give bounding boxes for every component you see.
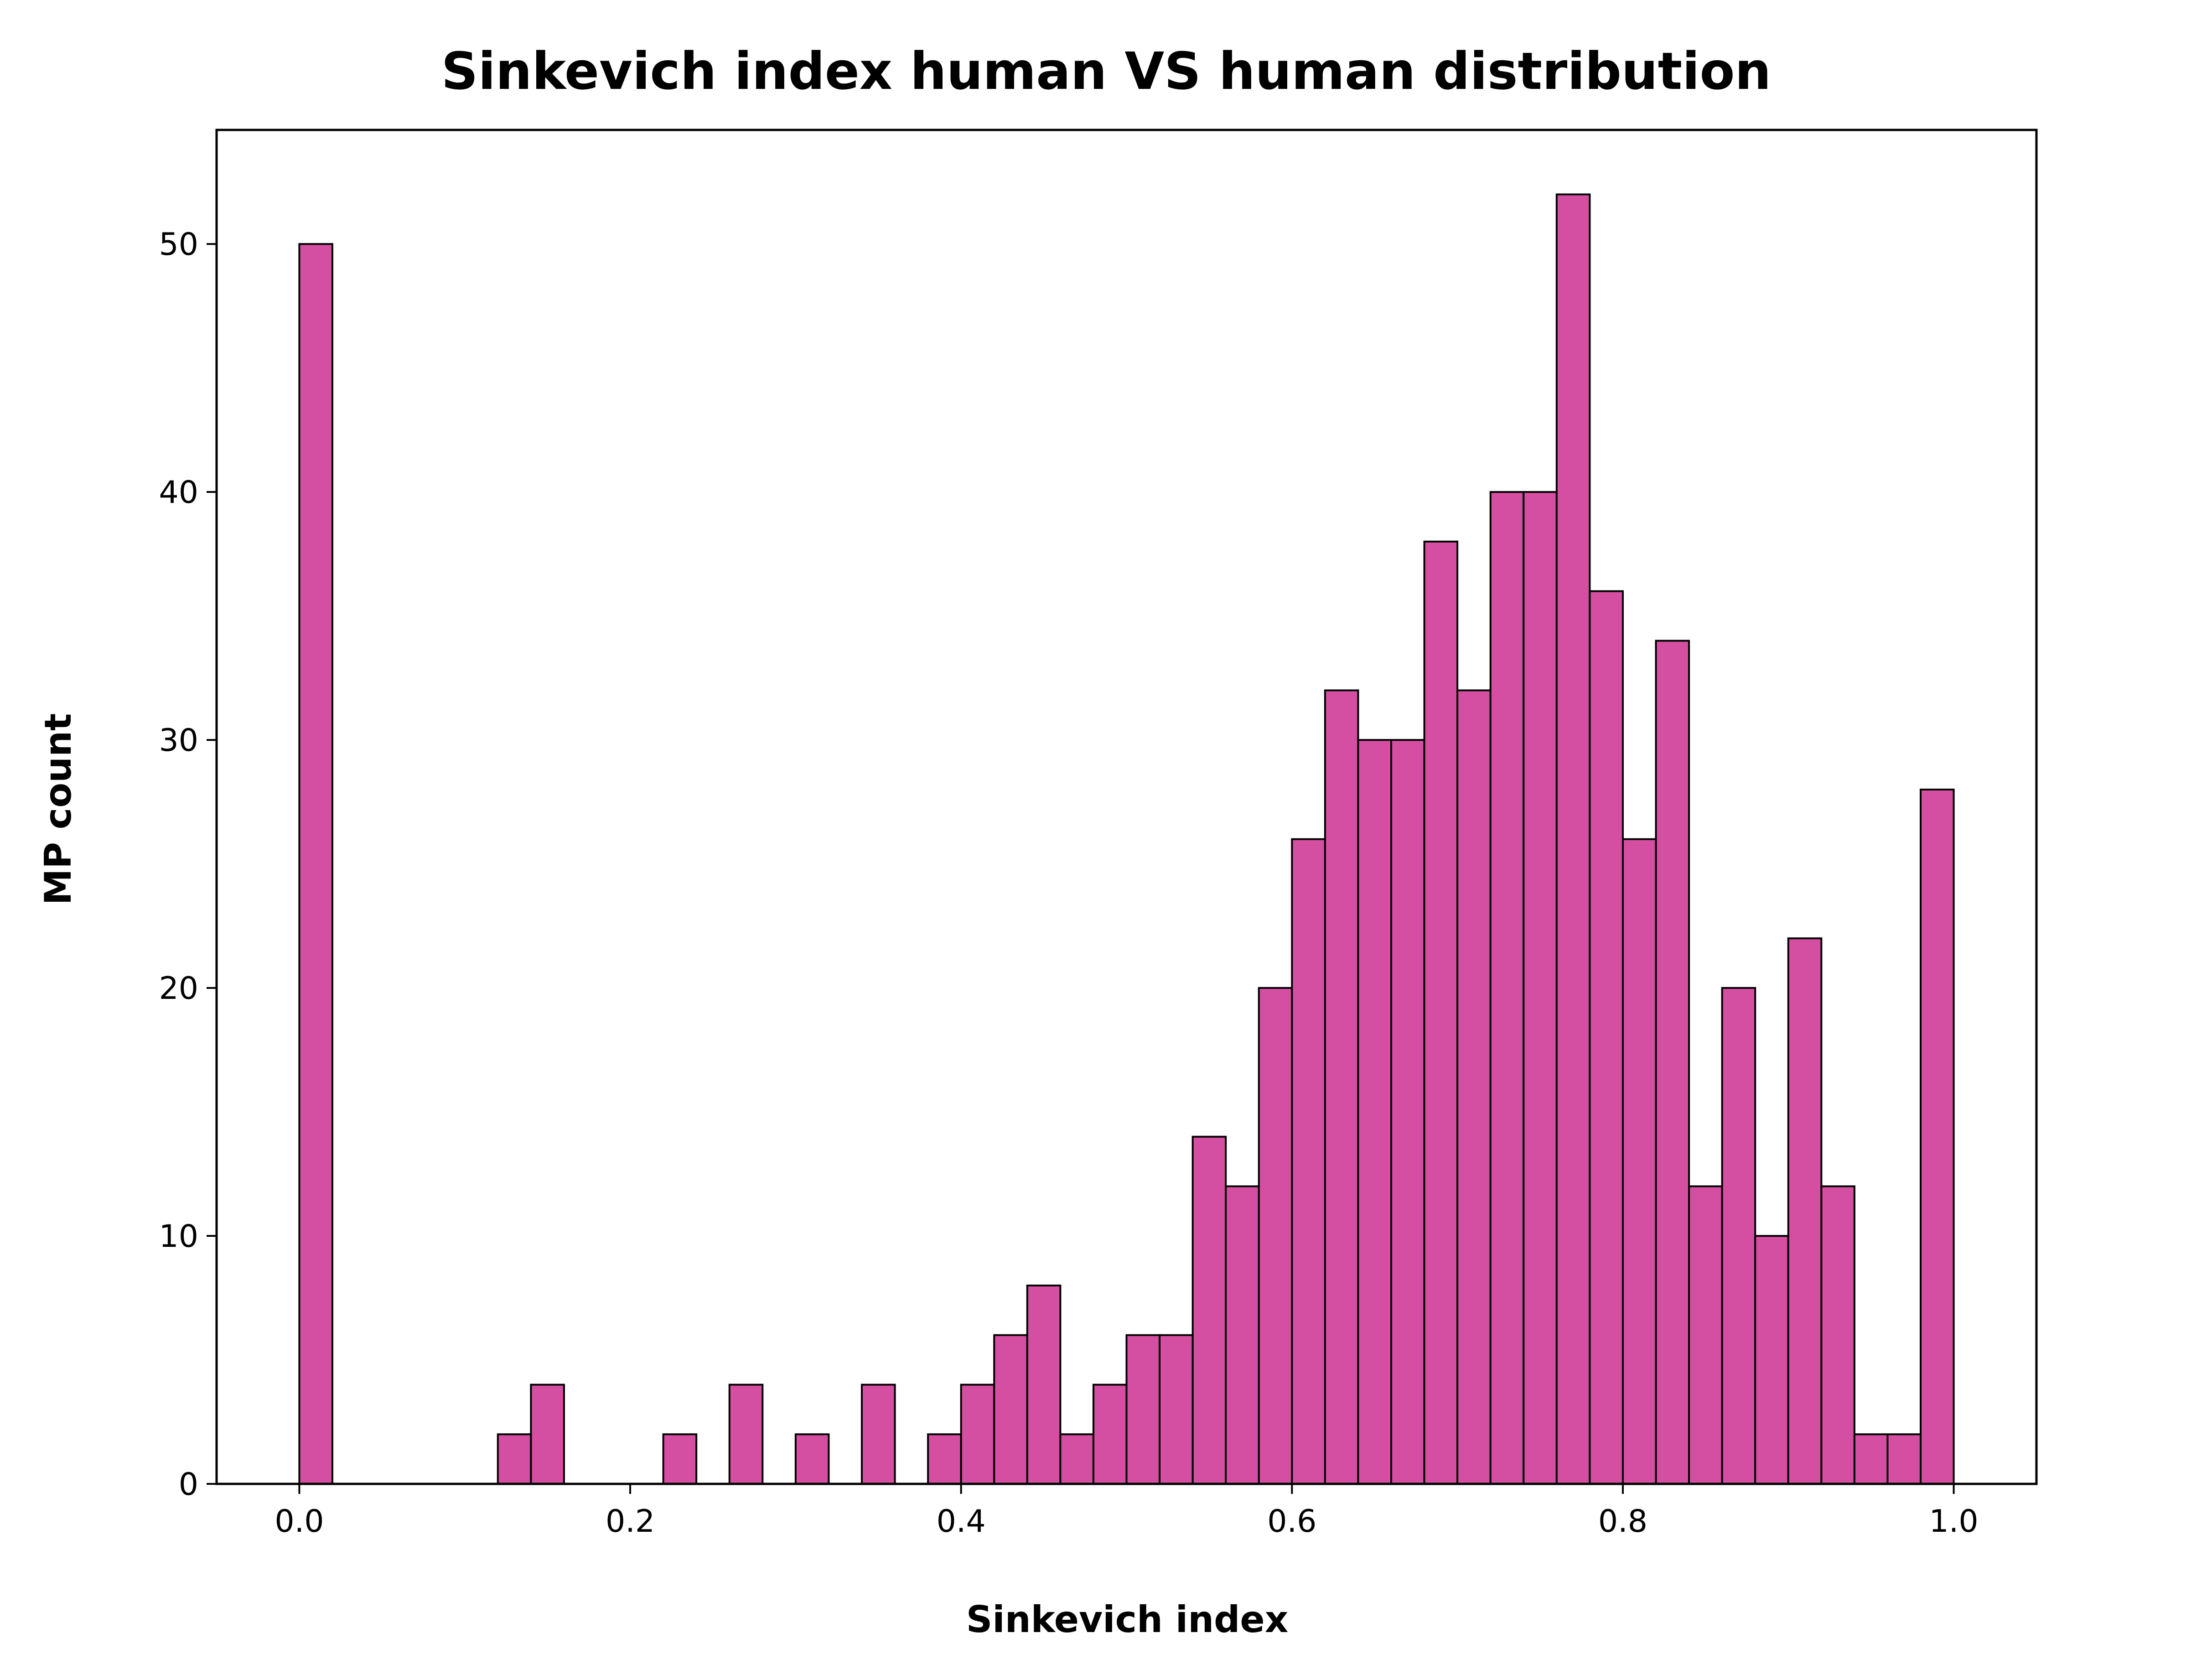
y-tick-label: 50	[159, 227, 198, 263]
histogram-bar	[1059, 1433, 1094, 1485]
histogram-bar	[1357, 739, 1393, 1485]
y-axis-ticks: 0 10 20 30 40 50	[159, 227, 217, 1503]
chart-title: Sinkevich index human VS human distribut…	[441, 42, 1771, 101]
histogram-bar	[1258, 987, 1293, 1485]
histogram-bar	[1621, 838, 1657, 1485]
histogram-bar	[1589, 590, 1624, 1485]
histogram-bar	[1555, 193, 1591, 1485]
histogram-bar	[960, 1384, 995, 1485]
histogram-bar	[1853, 1433, 1889, 1485]
histogram-bar	[298, 243, 333, 1485]
histogram-bar	[1456, 689, 1492, 1485]
histogram-bar	[993, 1334, 1028, 1485]
x-axis-label: Sinkevich index	[966, 1598, 1289, 1641]
histogram-bar	[1688, 1185, 1723, 1485]
plot-frame	[215, 129, 2038, 1485]
y-tick-label: 10	[159, 1219, 198, 1255]
histogram-bar	[1489, 491, 1525, 1485]
y-tick-label: 0	[179, 1467, 198, 1503]
histogram-bar	[530, 1384, 565, 1485]
histogram-bar	[794, 1433, 830, 1485]
histogram-bar	[1820, 1185, 1855, 1485]
x-tick-label: 0.6	[1267, 1503, 1316, 1540]
histogram-bar	[1225, 1185, 1260, 1485]
histogram-bar	[1423, 540, 1459, 1485]
histogram-bar	[1159, 1334, 1194, 1485]
histogram-bar	[860, 1384, 896, 1485]
x-axis-ticks: 0.0 0.2 0.4 0.6 0.8 1.0	[275, 1484, 1979, 1540]
histogram-bar	[1324, 689, 1359, 1485]
histogram-bar	[1092, 1384, 1128, 1485]
histogram-bar	[728, 1384, 764, 1485]
y-axis-label: MP count	[37, 713, 79, 905]
y-tick-label: 30	[159, 723, 198, 759]
y-tick-label: 40	[159, 475, 198, 511]
histogram-bar	[662, 1433, 698, 1485]
histogram-bar	[1754, 1235, 1789, 1485]
histogram-bar	[1291, 838, 1326, 1485]
histogram-bar	[1886, 1433, 1922, 1485]
histogram-bar	[1191, 1136, 1227, 1485]
histogram-bar	[1125, 1334, 1161, 1485]
histogram-bar	[1787, 937, 1823, 1485]
x-tick-label: 0.4	[937, 1503, 986, 1540]
x-tick-label: 1.0	[1929, 1503, 1979, 1540]
bars-group	[298, 193, 1955, 1485]
histogram-bar	[927, 1433, 962, 1485]
x-tick-label: 0.0	[275, 1503, 324, 1540]
x-tick-label: 0.8	[1598, 1503, 1647, 1540]
histogram-bar	[1920, 788, 1955, 1485]
histogram-bar	[497, 1433, 532, 1485]
histogram-bar	[1655, 640, 1690, 1485]
histogram-bar	[1390, 739, 1425, 1485]
y-tick-label: 20	[159, 971, 198, 1007]
histogram-bar	[1523, 491, 1558, 1485]
histogram-bar	[1721, 987, 1756, 1485]
x-tick-label: 0.2	[606, 1503, 655, 1540]
histogram-bar	[1026, 1284, 1062, 1485]
